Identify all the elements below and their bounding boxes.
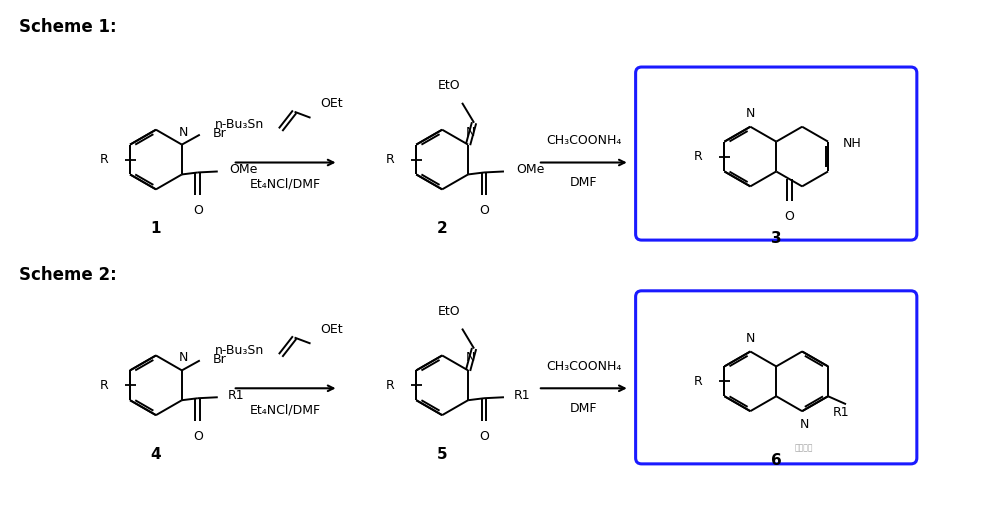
Text: DMF: DMF [570,401,598,415]
Text: 1: 1 [151,221,161,236]
Text: CH₃COONH₄: CH₃COONH₄ [546,360,621,373]
Text: N: N [465,125,475,139]
Text: R: R [694,375,702,388]
Text: n-Bu₃Sn: n-Bu₃Sn [214,344,264,357]
Text: N: N [179,352,189,364]
Text: OEt: OEt [321,97,343,111]
Text: N: N [799,418,809,431]
Text: R: R [99,379,108,392]
Text: O: O [784,210,794,223]
Text: O: O [193,430,203,443]
FancyBboxPatch shape [636,291,917,464]
Text: n-Bu₃Sn: n-Bu₃Sn [214,118,264,131]
Text: OMe: OMe [516,163,544,176]
Text: Scheme 1:: Scheme 1: [19,19,117,36]
Text: Et₄NCl/DMF: Et₄NCl/DMF [250,403,321,417]
Text: R1: R1 [514,389,531,402]
Text: DMF: DMF [570,176,598,189]
Text: CH₃COONH₄: CH₃COONH₄ [546,134,621,147]
Text: O: O [479,430,489,443]
Text: N: N [746,107,755,120]
Text: Scheme 2:: Scheme 2: [19,266,117,284]
Text: R: R [694,150,702,163]
Text: 2: 2 [437,221,448,236]
FancyBboxPatch shape [636,67,917,240]
Text: EtO: EtO [437,305,460,318]
Text: R1: R1 [228,389,244,402]
Text: 4: 4 [151,447,161,462]
Text: Br: Br [213,353,227,366]
Text: O: O [479,204,489,217]
Text: 6: 6 [771,453,782,468]
Text: N: N [746,332,755,344]
Text: 5: 5 [437,447,447,462]
Text: R: R [386,153,394,166]
Text: R: R [99,153,108,166]
Text: R1: R1 [833,406,850,419]
Text: OMe: OMe [230,163,258,176]
Text: 化学经纬: 化学经纬 [795,444,813,452]
Text: N: N [465,352,475,364]
Text: O: O [193,204,203,217]
Text: OEt: OEt [321,323,343,336]
Text: Br: Br [213,127,227,140]
Text: 3: 3 [771,231,782,246]
Text: NH: NH [843,137,862,150]
Text: Et₄NCl/DMF: Et₄NCl/DMF [250,178,321,191]
Text: R: R [386,379,394,392]
Text: N: N [179,125,189,139]
Text: EtO: EtO [437,79,460,92]
